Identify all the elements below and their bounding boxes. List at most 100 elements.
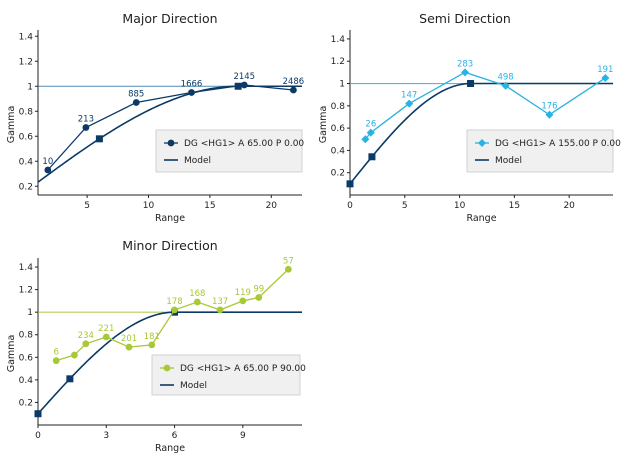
y-tick-label: 0.4	[331, 146, 346, 156]
data-label: 2486	[283, 77, 305, 87]
legend-experimental-label: DG <HG1> A 65.00 P 90.00	[180, 364, 306, 374]
legend-box	[151, 354, 301, 396]
data-label: 99	[253, 284, 264, 294]
model-curve	[37, 311, 302, 415]
x-tick-label: 20	[563, 201, 575, 211]
y-tick-label: 1.2	[19, 286, 33, 296]
data-label: 6	[53, 348, 58, 358]
experimental-point	[216, 306, 224, 314]
legend-model-label: Model	[184, 156, 211, 166]
experimental-point	[405, 99, 414, 108]
y-tick-label: 0.8	[331, 102, 346, 112]
experimental-line	[47, 84, 294, 171]
data-label: 176	[541, 102, 557, 112]
model-curve	[349, 82, 613, 185]
experimental-point	[545, 110, 554, 119]
legend-experimental-marker	[478, 139, 486, 147]
model-marker	[467, 80, 475, 88]
experimental-point	[284, 265, 292, 273]
experimental-point	[601, 73, 610, 82]
experimental-point	[255, 294, 263, 301]
experimental-point	[239, 297, 247, 305]
y-tick-label: 0.6	[331, 124, 346, 134]
major-y-axis-label: Gamma	[6, 106, 17, 144]
x-tick-label: 0	[347, 201, 353, 211]
experimental-point	[366, 128, 375, 137]
experimental-point	[461, 68, 470, 77]
experimental-point	[52, 357, 60, 365]
legend-experimental-marker	[167, 139, 175, 147]
data-label: 26	[365, 120, 376, 130]
major-x-axis-label: Range	[155, 213, 185, 224]
data-label: 191	[597, 65, 613, 75]
semi-legend: DG <HG1> A 155.00 P 0.00 Model	[466, 129, 621, 173]
legend-box	[155, 129, 303, 173]
model-marker	[368, 153, 376, 161]
minor-legend: DG <HG1> A 65.00 P 90.00 Model	[151, 354, 306, 396]
y-tick-label: 1.2	[331, 57, 345, 67]
data-label: 221	[98, 324, 114, 334]
model-marker	[346, 180, 354, 188]
experimental-point	[193, 298, 201, 306]
major-direction-panel: Major Direction 0.2 0.4 0.6 0.8 1 1.2 1.4 5 10 15 2…	[6, 11, 304, 224]
data-label: 178	[166, 297, 182, 307]
legend-experimental-label: DG <HG1> A 155.00 P 0.00	[495, 139, 621, 149]
y-tick-label: 0.4	[19, 157, 34, 167]
x-tick-label: 20	[266, 201, 278, 211]
legend-experimental-label: DG <HG1> A 65.00 P 0.00	[184, 139, 304, 149]
y-tick-label: 1	[339, 80, 345, 90]
experimental-point	[82, 124, 90, 131]
semi-chart-title: Semi Direction	[419, 11, 511, 26]
data-label: 168	[189, 289, 205, 299]
y-tick-label: 0.2	[19, 398, 33, 408]
semi-y-axis-label: Gamma	[318, 106, 329, 144]
minor-chart-title: Minor Direction	[122, 238, 217, 253]
y-tick-label: 0.6	[19, 353, 34, 363]
model-marker	[66, 375, 74, 383]
y-tick-label: 0.6	[19, 132, 34, 142]
semi-x-axis-label: Range	[466, 213, 496, 224]
y-tick-label: 0.8	[19, 331, 34, 341]
minor-y-axis-label: Gamma	[6, 335, 17, 373]
model-marker	[95, 135, 103, 143]
data-label: 137	[212, 297, 228, 307]
data-label: 10	[42, 157, 53, 167]
data-label: 213	[78, 115, 94, 125]
experimental-point	[102, 333, 110, 341]
y-tick-label: 0.2	[331, 169, 345, 179]
minor-x-axis-label: Range	[155, 443, 185, 453]
data-label: 283	[457, 59, 473, 69]
experimental-point	[125, 343, 133, 351]
data-label: 885	[128, 90, 144, 100]
x-tick-label: 5	[402, 201, 408, 211]
y-tick-label: 1.4	[19, 32, 34, 42]
legend-model-label: Model	[495, 156, 522, 166]
y-tick-label: 1.4	[19, 263, 34, 273]
experimental-point	[240, 81, 248, 89]
experimental-point	[188, 89, 195, 96]
x-tick-label: 9	[240, 431, 246, 441]
y-tick-label: 0.2	[19, 182, 33, 192]
major-legend: DG <HG1> A 65.00 P 0.00 Model	[155, 129, 304, 173]
experimental-point	[148, 341, 156, 349]
x-tick-label: 15	[509, 201, 520, 211]
data-label: 119	[235, 288, 251, 298]
data-label: 147	[401, 91, 417, 101]
x-tick-label: 15	[204, 201, 215, 211]
data-label: 57	[283, 256, 294, 266]
x-tick-label: 3	[103, 431, 109, 441]
y-tick-label: 0.8	[19, 107, 34, 117]
y-tick-label: 1.2	[19, 57, 33, 67]
y-tick-label: 0.4	[19, 376, 34, 386]
minor-direction-panel: Minor Direction 0.2 0.4 0.6 0.8 1 1.2 1.4 0 3 6 9 Ra…	[6, 238, 306, 453]
legend-model-label: Model	[180, 381, 207, 391]
experimental-point	[132, 99, 140, 106]
data-label: 181	[144, 332, 160, 342]
y-tick-label: 1	[27, 308, 33, 318]
experimental-point	[82, 340, 90, 348]
experimental-point	[361, 135, 370, 144]
y-tick-label: 1	[27, 82, 33, 92]
experimental-point	[44, 166, 52, 174]
legend-experimental-marker	[163, 364, 171, 372]
